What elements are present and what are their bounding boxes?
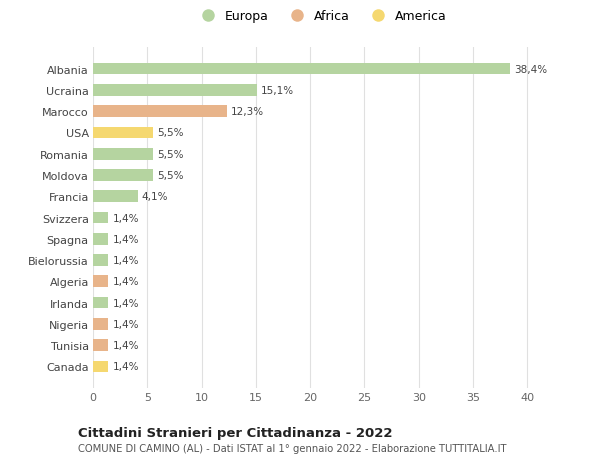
Text: COMUNE DI CAMINO (AL) - Dati ISTAT al 1° gennaio 2022 - Elaborazione TUTTITALIA.: COMUNE DI CAMINO (AL) - Dati ISTAT al 1°… [78, 443, 506, 453]
Bar [93, 106, 227, 118]
Text: 1,4%: 1,4% [113, 234, 139, 244]
Bar [93, 170, 153, 181]
Text: 5,5%: 5,5% [157, 149, 184, 159]
Bar [93, 64, 510, 75]
Text: 12,3%: 12,3% [231, 107, 264, 117]
Text: 1,4%: 1,4% [113, 298, 139, 308]
Text: Cittadini Stranieri per Cittadinanza - 2022: Cittadini Stranieri per Cittadinanza - 2… [78, 426, 392, 439]
Bar [93, 297, 108, 309]
Text: 1,4%: 1,4% [113, 213, 139, 223]
Bar [93, 318, 108, 330]
Text: 1,4%: 1,4% [113, 319, 139, 329]
Text: 1,4%: 1,4% [113, 256, 139, 265]
Text: 1,4%: 1,4% [113, 362, 139, 372]
Bar [93, 212, 108, 224]
Text: 15,1%: 15,1% [261, 86, 295, 95]
Bar [93, 127, 153, 139]
Text: 38,4%: 38,4% [514, 64, 547, 74]
Bar [93, 255, 108, 266]
Text: 1,4%: 1,4% [113, 341, 139, 350]
Bar [93, 340, 108, 351]
Text: 5,5%: 5,5% [157, 128, 184, 138]
Bar [93, 191, 137, 202]
Text: 5,5%: 5,5% [157, 171, 184, 180]
Bar [93, 85, 257, 96]
Text: 4,1%: 4,1% [142, 192, 169, 202]
Bar [93, 234, 108, 245]
Text: 1,4%: 1,4% [113, 277, 139, 287]
Bar [93, 149, 153, 160]
Bar [93, 361, 108, 372]
Legend: Europa, Africa, America: Europa, Africa, America [195, 10, 447, 23]
Bar [93, 276, 108, 287]
